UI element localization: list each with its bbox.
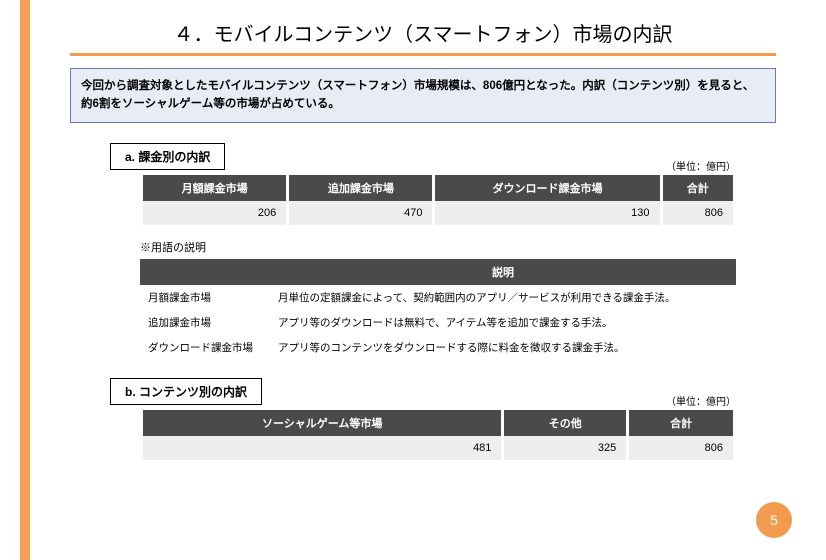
slide-content: ４．モバイルコンテンツ（スマートフォン）市場の内訳 今回から調査対象としたモバイ…: [50, 0, 796, 460]
col-header: ダウンロード課金市場: [435, 175, 659, 201]
col-header: その他: [504, 410, 626, 436]
cell-value: 206: [143, 201, 286, 225]
col-header-empty: [140, 259, 270, 285]
table-row: 481 325 806: [143, 436, 733, 460]
page-number-badge: 5: [756, 502, 792, 538]
section-b-header: b. コンテンツ別の内訳: [110, 378, 262, 405]
table-row-header: 説明: [140, 259, 736, 285]
term-desc: アプリ等のコンテンツをダウンロードする際に料金を徴収する課金手法。: [270, 335, 736, 360]
table-row: 月額課金市場 月単位の定額課金によって、契約範囲内のアプリ／サービスが利用できる…: [140, 285, 736, 310]
terms-note: ※用語の説明: [140, 239, 796, 255]
term-label: 月額課金市場: [140, 285, 270, 310]
table-row-header: 月額課金市場 追加課金市場 ダウンロード課金市場 合計: [143, 175, 733, 201]
cell-value: 481: [143, 436, 501, 460]
cell-value: 806: [663, 201, 733, 225]
cell-value: 130: [435, 201, 659, 225]
table-row-header: ソーシャルゲーム等市場 その他 合計: [143, 410, 733, 436]
term-label: ダウンロード課金市場: [140, 335, 270, 360]
col-header: 説明: [270, 259, 736, 285]
col-header: 追加課金市場: [289, 175, 432, 201]
col-header: ソーシャルゲーム等市場: [143, 410, 501, 436]
cell-value: 806: [629, 436, 733, 460]
table-billing-breakdown: 月額課金市場 追加課金市場 ダウンロード課金市場 合計 206 470 130 …: [140, 175, 736, 225]
table-row: ダウンロード課金市場 アプリ等のコンテンツをダウンロードする際に料金を徴収する課…: [140, 335, 736, 360]
col-header: 合計: [629, 410, 733, 436]
table-terms: 説明 月額課金市場 月単位の定額課金によって、契約範囲内のアプリ／サービスが利用…: [140, 259, 736, 360]
table-content-breakdown: ソーシャルゲーム等市場 その他 合計 481 325 806: [140, 410, 736, 460]
title-underline: [70, 53, 776, 56]
col-header: 月額課金市場: [143, 175, 286, 201]
intro-box: 今回から調査対象としたモバイルコンテンツ（スマートフォン）市場規模は、806億円…: [70, 68, 776, 123]
section-a-header: a. 課金別の内訳: [110, 143, 225, 170]
term-label: 追加課金市場: [140, 310, 270, 335]
col-header: 合計: [663, 175, 733, 201]
page-title: ４．モバイルコンテンツ（スマートフォン）市場の内訳: [50, 18, 796, 51]
table-row: 追加課金市場 アプリ等のダウンロードは無料で、アイテム等を追加で課金する手法。: [140, 310, 736, 335]
left-accent-bar: [20, 0, 30, 560]
table-row: 206 470 130 806: [143, 201, 733, 225]
cell-value: 325: [504, 436, 626, 460]
term-desc: アプリ等のダウンロードは無料で、アイテム等を追加で課金する手法。: [270, 310, 736, 335]
term-desc: 月単位の定額課金によって、契約範囲内のアプリ／サービスが利用できる課金手法。: [270, 285, 736, 310]
cell-value: 470: [289, 201, 432, 225]
